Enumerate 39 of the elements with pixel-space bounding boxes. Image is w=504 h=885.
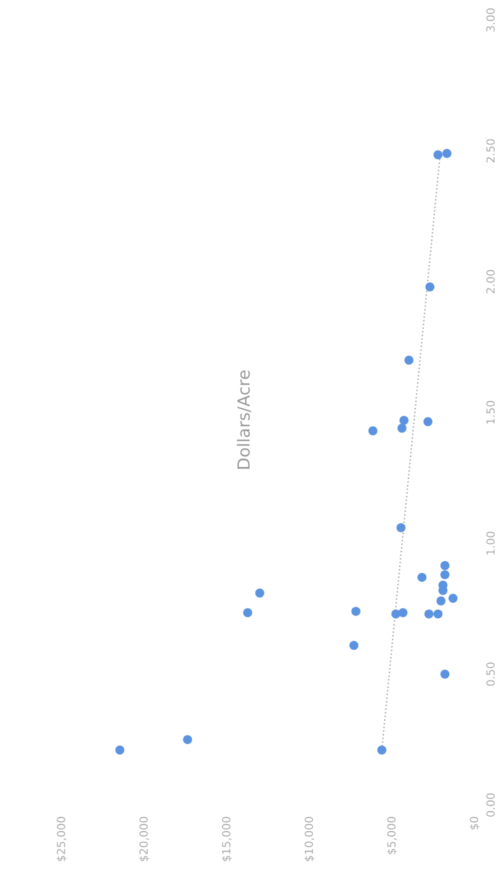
x-tick-label: $25,000 — [56, 816, 67, 862]
point — [368, 426, 378, 436]
y-tick-label: 0.00 — [486, 793, 495, 817]
point — [425, 282, 434, 292]
y-tick-label: 0.50 — [486, 662, 495, 686]
point — [396, 523, 406, 532]
y-tick-label: 2.00 — [486, 270, 495, 294]
x-tick-label: $20,000 — [139, 816, 150, 862]
x-tick-label: $0 — [470, 816, 480, 830]
point — [433, 609, 443, 618]
point — [183, 735, 192, 744]
point — [440, 570, 450, 580]
point — [440, 561, 450, 570]
point — [399, 416, 408, 425]
point — [423, 417, 432, 426]
point — [349, 640, 358, 650]
point — [397, 424, 406, 433]
y-tick-label: 3.00 — [486, 8, 495, 32]
point — [440, 670, 450, 679]
point — [424, 609, 434, 618]
x-tick-label: $5,000 — [387, 816, 398, 854]
x-tick-label: $15,000 — [222, 816, 232, 862]
point — [436, 596, 446, 606]
y-tick-label: 1.50 — [486, 400, 495, 424]
point — [417, 572, 426, 582]
y-tick-label: 2.50 — [486, 139, 495, 162]
x-tick-label: $10,000 — [304, 816, 314, 862]
point — [351, 606, 360, 616]
point — [377, 746, 386, 755]
point — [115, 746, 124, 755]
text: Dollars/Acre — [236, 370, 252, 469]
point — [442, 148, 452, 158]
point — [398, 608, 408, 618]
point — [243, 608, 252, 618]
point — [404, 356, 414, 365]
point — [448, 594, 458, 603]
point — [433, 150, 443, 160]
y-tick-label: 1.00 — [486, 532, 495, 554]
point — [255, 588, 264, 598]
